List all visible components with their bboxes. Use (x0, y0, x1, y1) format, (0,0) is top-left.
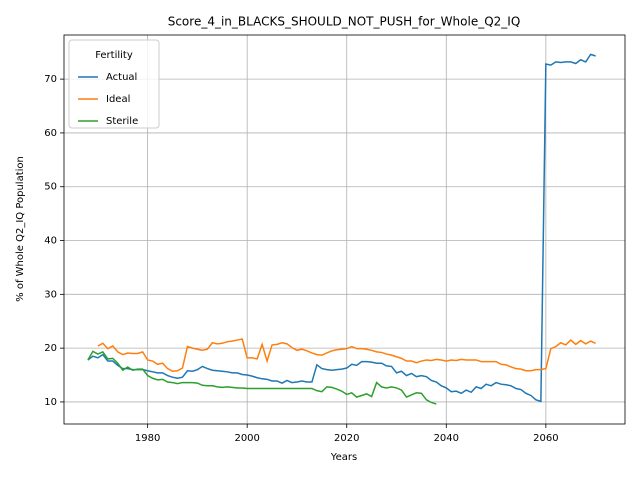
y-tick-label: 60 (44, 128, 57, 139)
y-tick-label: 30 (44, 289, 57, 300)
x-tick-label: 1980 (135, 433, 160, 444)
data-line (97, 338, 596, 373)
legend-box (68, 39, 160, 129)
x-tick-label: 2060 (533, 433, 558, 444)
legend-label: Actual (106, 72, 137, 83)
x-tick-label: 2000 (234, 433, 259, 444)
legend: Fertility Actual Ideal Sterile (68, 39, 160, 129)
x-axis-label: Years (330, 452, 357, 463)
y-tick-label: 50 (44, 182, 57, 193)
legend-title: Fertility (95, 50, 133, 61)
legend-label: Ideal (106, 94, 130, 105)
y-tick-label: 70 (44, 74, 57, 85)
data-line (87, 53, 596, 403)
legend-label: Sterile (106, 116, 138, 127)
y-tick-label: 20 (44, 343, 57, 354)
y-tick-label: 40 (44, 236, 57, 247)
x-tick-label: 2040 (434, 433, 459, 444)
axes-frame (63, 34, 626, 425)
y-axis-label: % of Whole Q2_IQ Population (15, 156, 26, 302)
y-tick-label: 10 (44, 397, 57, 408)
data-line (87, 350, 437, 405)
chart-title: Score_4_in_BLACKS_SHOULD_NOT_PUSH_for_Wh… (168, 15, 521, 29)
x-tick-label: 2020 (334, 433, 359, 444)
